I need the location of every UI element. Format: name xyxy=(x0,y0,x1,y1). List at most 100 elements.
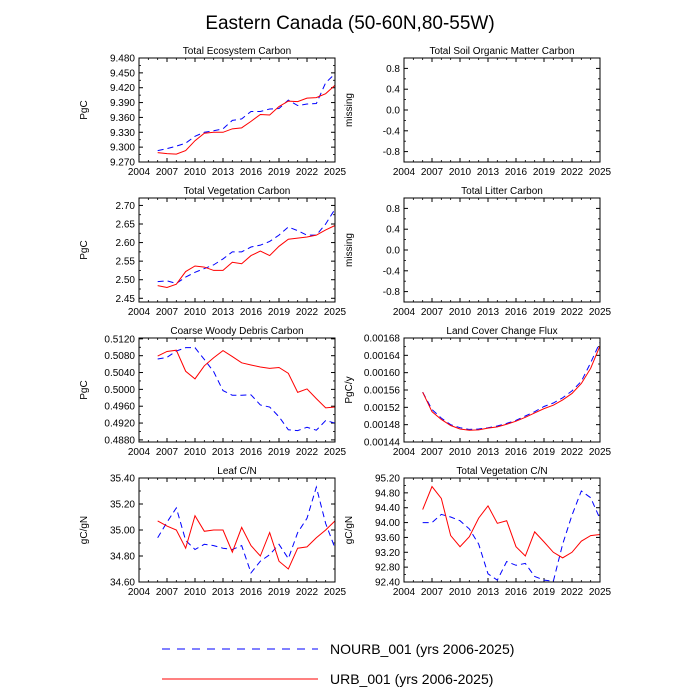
panel-landcover: Land Cover Change Flux PgC/y 2004 2007 2010 2… xyxy=(344,326,612,458)
panel-title: Total Ecosystem Carbon xyxy=(183,46,291,57)
x-tick-label: 2010 xyxy=(449,587,472,598)
y-tick-label: 0.00168 xyxy=(364,334,401,345)
panel-title: Coarse Woody Debris Carbon xyxy=(170,326,303,337)
x-tick-label: 2022 xyxy=(561,587,584,598)
x-tick-label: 2016 xyxy=(240,587,263,598)
x-tick-label: 2004 xyxy=(393,587,416,598)
y-tick-label: 94.40 xyxy=(375,503,400,514)
y-tick-label: 0.00160 xyxy=(364,368,401,379)
y-axis-label: gC/gN xyxy=(79,516,90,544)
x-tick-label: 2025 xyxy=(324,587,347,598)
y-axis-label: missing xyxy=(344,233,355,267)
x-tick-label: 2007 xyxy=(421,447,444,458)
plot-frame xyxy=(138,197,336,303)
legend: NOURB_001 (yrs 2006-2025) URB_001 (yrs 2… xyxy=(162,641,514,687)
series-line-urb_001 xyxy=(157,349,336,409)
x-tick-label: 2019 xyxy=(268,447,291,458)
y-tick-label: 2.45 xyxy=(116,294,136,305)
y-tick-label: 9.450 xyxy=(110,68,135,79)
y-axis-label: missing xyxy=(344,93,355,127)
y-tick-label: 94.80 xyxy=(375,488,400,499)
x-tick-label: 2022 xyxy=(296,167,319,178)
panel-soil: Total Soil Organic Matter Carbon missing 2… xyxy=(344,46,612,178)
legend-label-urb: URB_001 (yrs 2006-2025) xyxy=(330,671,493,687)
panels-container: Total Ecosystem Carbon PgC 2004 2007 2010 201… xyxy=(79,46,612,598)
plot-frame xyxy=(403,57,601,163)
panel-title: Total Vegetation C/N xyxy=(456,466,547,477)
y-tick-label: 0.4880 xyxy=(104,435,135,446)
panel-title: Leaf C/N xyxy=(217,466,256,477)
x-tick-label: 2010 xyxy=(184,447,207,458)
x-tick-label: 2019 xyxy=(268,307,291,318)
y-tick-label: 2.50 xyxy=(116,275,136,286)
x-tick-label: 2016 xyxy=(505,307,528,318)
series-line-urb_001 xyxy=(422,485,601,559)
y-tick-label: 0.4920 xyxy=(104,419,135,430)
x-tick-label: 2016 xyxy=(505,447,528,458)
x-tick-label: 2025 xyxy=(589,167,612,178)
y-tick-label: 9.300 xyxy=(110,143,135,154)
x-tick-label: 2019 xyxy=(533,587,556,598)
x-tick-label: 2019 xyxy=(533,447,556,458)
x-tick-label: 2013 xyxy=(477,447,500,458)
plot-frame xyxy=(138,57,336,163)
x-tick-label: 2010 xyxy=(449,447,472,458)
x-tick-label: 2013 xyxy=(212,587,235,598)
y-tick-label: 0.4 xyxy=(386,225,400,236)
panel-title: Total Soil Organic Matter Carbon xyxy=(429,46,574,57)
x-tick-label: 2007 xyxy=(156,447,179,458)
y-tick-label: 92.40 xyxy=(375,578,400,589)
y-tick-label: 0.8 xyxy=(386,204,400,215)
x-tick-label: 2007 xyxy=(421,167,444,178)
x-tick-label: 2025 xyxy=(324,307,347,318)
x-tick-label: 2004 xyxy=(393,447,416,458)
y-tick-label: 0.00144 xyxy=(364,438,401,449)
plot-frame xyxy=(403,477,601,583)
x-tick-label: 2010 xyxy=(449,167,472,178)
y-tick-label: 2.55 xyxy=(116,257,136,268)
x-tick-label: 2004 xyxy=(128,587,151,598)
panel-vegetation: Total Vegetation Carbon PgC 2004 2007 2010 20… xyxy=(79,186,347,318)
y-tick-label: -0.8 xyxy=(383,287,401,298)
y-tick-label: 92.80 xyxy=(375,563,400,574)
panel-vegcn: Total Vegetation C/N gC/gN 2004 2007 2010 201… xyxy=(344,466,612,598)
x-tick-label: 2025 xyxy=(589,587,612,598)
x-tick-label: 2004 xyxy=(393,167,416,178)
x-tick-label: 2007 xyxy=(156,307,179,318)
x-tick-label: 2022 xyxy=(296,587,319,598)
panel-title: Land Cover Change Flux xyxy=(446,326,557,337)
x-tick-label: 2010 xyxy=(184,307,207,318)
x-tick-label: 2025 xyxy=(589,447,612,458)
series-line-nourb_001 xyxy=(157,347,336,432)
y-tick-label: 0.5120 xyxy=(104,334,135,345)
series-line-urb_001 xyxy=(157,514,336,570)
y-tick-label: 2.60 xyxy=(116,238,136,249)
y-tick-label: 0.4 xyxy=(386,85,400,96)
x-tick-label: 2022 xyxy=(296,307,319,318)
x-tick-label: 2022 xyxy=(561,447,584,458)
x-tick-label: 2019 xyxy=(268,167,291,178)
series-line-nourb_001 xyxy=(422,342,601,430)
x-tick-label: 2004 xyxy=(128,447,151,458)
y-tick-label: 0.00152 xyxy=(364,403,401,414)
x-tick-label: 2013 xyxy=(212,447,235,458)
x-tick-label: 2010 xyxy=(449,307,472,318)
x-tick-label: 2013 xyxy=(212,167,235,178)
series-line-urb_001 xyxy=(157,225,336,289)
x-tick-label: 2007 xyxy=(156,587,179,598)
y-axis-label: PgC xyxy=(79,380,90,399)
y-tick-label: 35.20 xyxy=(110,500,135,511)
x-tick-label: 2016 xyxy=(505,587,528,598)
y-tick-label: 0.0 xyxy=(386,246,400,257)
y-tick-label: 0.5000 xyxy=(104,385,135,396)
y-tick-label: 0.8 xyxy=(386,64,400,75)
x-tick-label: 2013 xyxy=(477,167,500,178)
y-tick-label: 35.40 xyxy=(110,474,135,485)
x-tick-label: 2013 xyxy=(477,587,500,598)
y-tick-label: 94.00 xyxy=(375,518,400,529)
x-tick-label: 2013 xyxy=(477,307,500,318)
y-tick-label: 35.00 xyxy=(110,526,135,537)
y-axis-label: PgC/y xyxy=(344,376,355,403)
series-line-nourb_001 xyxy=(157,208,336,284)
x-tick-label: 2010 xyxy=(184,587,207,598)
